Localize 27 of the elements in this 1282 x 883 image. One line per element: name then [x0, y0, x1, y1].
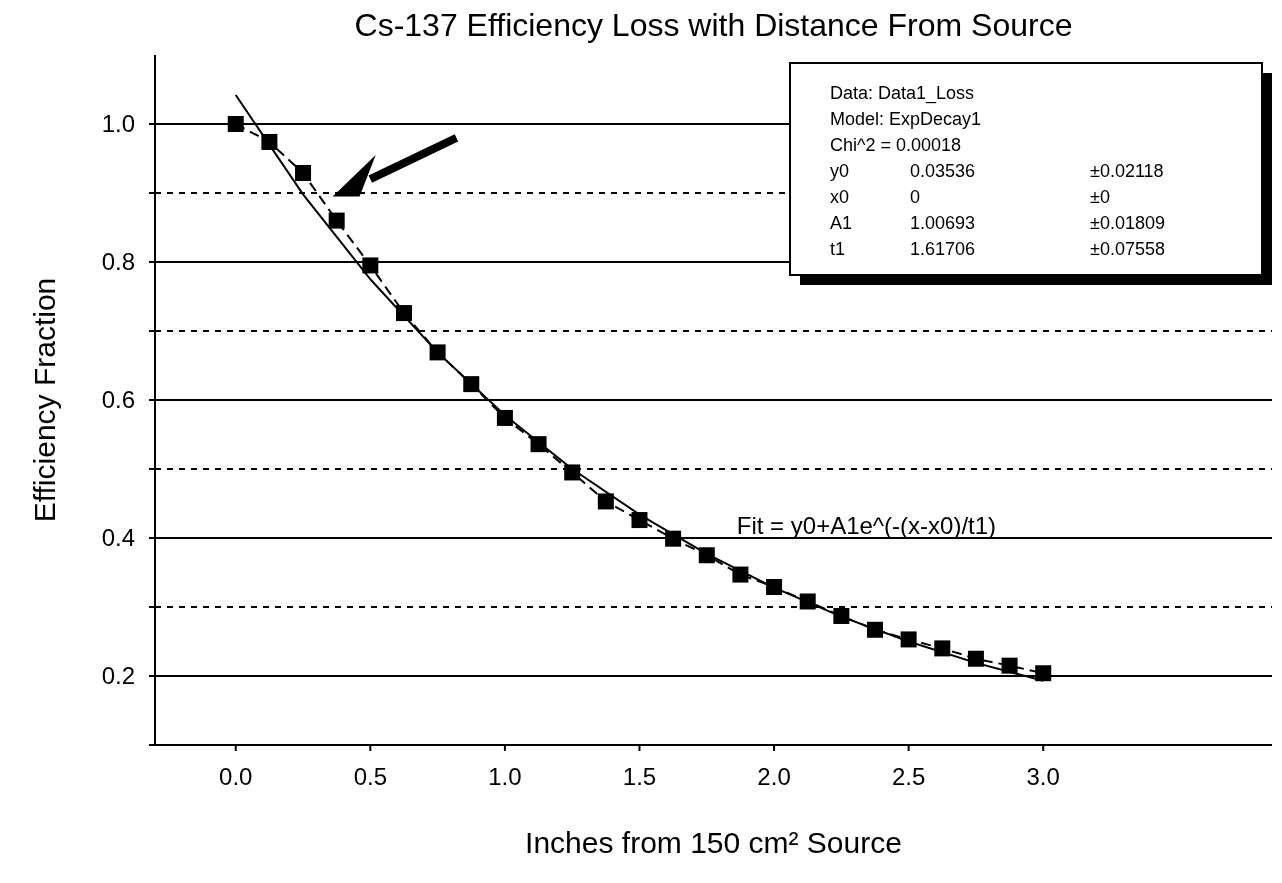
point [631, 512, 648, 529]
x-axis-title: Inches from 150 cm² Source [525, 826, 902, 859]
y-tick-label: 1.0 [101, 110, 135, 137]
point [227, 116, 244, 132]
x-tick-label: 2.0 [757, 763, 791, 790]
y-tick-label: 0.8 [101, 248, 135, 275]
point [295, 164, 312, 181]
point [1035, 665, 1052, 682]
x-tick-label: 1.0 [488, 763, 522, 790]
point [362, 257, 379, 274]
annotation: Chi^2 = 0.00018 [830, 135, 962, 155]
y-tick-label: 0.2 [101, 662, 135, 689]
x-tick-label: 1.5 [622, 763, 657, 790]
y-tick-label: 0.4 [101, 524, 135, 551]
x-tick-label: 0.0 [219, 763, 253, 790]
x-tick-label: 2.5 [891, 763, 926, 790]
annotation: Model: ExpDecay1 [830, 109, 982, 129]
chart-title: Cs-137 Efficiency Loss with Distance From Source [354, 7, 1073, 43]
series-label: Fit = y0+A1e^(-(x-x0)/t1) [736, 511, 997, 539]
point [328, 212, 345, 229]
results-panel: Data: Data1_Loss Model: ExpDecay1 Chi^2 = 0.00018 y0 0.03536 ±0.02118 x0 0 ±0 A1 1.00693 ±0.01809 t1 1.61706 ±0.07558 [789, 62, 1272, 285]
x-tick-label: 3.0 [1026, 763, 1060, 790]
y-axis-title: Efficiency Fraction [28, 277, 61, 523]
annotation: Data: Data1_Loss [830, 83, 975, 104]
y-tick-label: 0.6 [101, 386, 135, 413]
x-tick-label: 0.5 [353, 763, 388, 790]
point [597, 493, 614, 510]
